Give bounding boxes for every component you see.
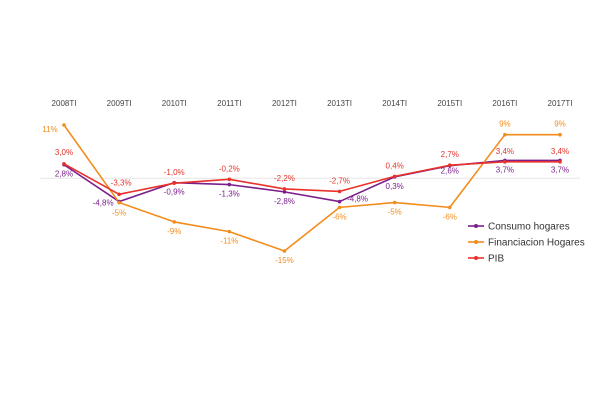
data-point-financiacion-hogares [447, 205, 452, 210]
x-tick-label: 2013TI [327, 99, 352, 108]
data-label-consumo-hogares: 0,3% [386, 182, 404, 191]
legend-marker-financiacion-hogares [474, 240, 478, 244]
data-point-pib [117, 192, 121, 197]
data-label-consumo-hogares: -4,8% [93, 199, 114, 208]
data-point-financiacion-hogares [337, 205, 342, 210]
series-line-pib [63, 161, 560, 196]
x-tick-label: 2010TI [162, 99, 187, 108]
data-label-financiacion-hogares: 9% [499, 120, 511, 129]
data-label-financiacion-hogares: -15% [275, 256, 294, 265]
data-label-pib: -3,3% [111, 178, 132, 187]
x-axis-ticks: 2008TI 2009TI 2010TI 2011TI 2012TI 2013TI 2014… [52, 99, 573, 108]
legend-marker-pib [474, 256, 478, 260]
data-point-financiacion-hogares [227, 229, 232, 234]
data-label-financiacion-hogares: -9% [167, 227, 181, 236]
data-label-pib: 3,0% [55, 148, 73, 157]
x-tick-label: 2011TI [217, 99, 241, 108]
x-tick-label: 2012TI [272, 99, 297, 108]
data-point-consumo-hogares [282, 190, 287, 194]
legend-label-pib: PIB [488, 254, 504, 265]
data-label-financiacion-hogares: -6% [332, 212, 346, 221]
data-label-financiacion-hogares: -5% [388, 208, 402, 217]
data-point-financiacion-hogares [282, 249, 287, 253]
data-label-pib: 0,4% [386, 161, 404, 170]
data-point-pib [62, 161, 66, 166]
data-point-pib [282, 187, 287, 191]
data-label-financiacion-hogares: -11% [220, 237, 238, 246]
data-label-consumo-hogares: 2,8% [55, 170, 73, 179]
x-tick-label: 2015TI [437, 99, 462, 108]
data-label-financiacion-hogares: -6% [443, 212, 457, 221]
data-point-financiacion-hogares [117, 200, 121, 205]
data-point-financiacion-hogares [62, 123, 66, 127]
legend-label-consumo-hogares: Consumo hogares [488, 222, 570, 233]
data-label-consumo-hogares: -4,8% [347, 195, 368, 204]
data-point-pib [558, 160, 562, 164]
data-label-pib: -0,2% [219, 164, 240, 173]
data-point-pib [227, 177, 232, 182]
data-label-financiacion-hogares: 9% [554, 120, 566, 129]
x-tick-label: 2016TI [492, 99, 517, 108]
data-label-pib: -1,0% [164, 168, 185, 177]
data-point-consumo-hogares [337, 199, 342, 204]
x-tick-label: 2008TI [52, 99, 77, 108]
data-labels: 2,8% -4,8% -0,9% -1,3% -2,8% -4,8% 0,3% 2,6% 3,7… [42, 120, 569, 265]
data-label-pib: 2,7% [441, 150, 459, 159]
data-label-consumo-hogares: -1,3% [219, 190, 240, 199]
data-label-consumo-hogares: 3,7% [551, 165, 569, 174]
data-point-pib [172, 181, 177, 185]
series-lines [63, 124, 560, 252]
data-point-financiacion-hogares [172, 220, 177, 224]
data-label-consumo-hogares: 3,7% [496, 165, 514, 174]
data-point-pib [503, 160, 507, 164]
data-point-financiacion-hogares [392, 200, 397, 205]
data-label-pib: 3,4% [496, 147, 514, 156]
series-points [62, 123, 562, 253]
legend-marker-consumo-hogares [474, 224, 478, 228]
x-tick-label: 2014TI [382, 99, 407, 108]
data-label-pib: -2,7% [329, 176, 350, 185]
series-line-consumo-hogares [63, 159, 560, 203]
data-point-pib [337, 189, 342, 194]
data-point-consumo-hogares [227, 182, 232, 187]
data-label-financiacion-hogares: 11% [42, 125, 57, 134]
x-tick-label: 2009TI [107, 99, 132, 108]
data-label-consumo-hogares: -2,8% [274, 197, 295, 206]
data-label-consumo-hogares: 2,6% [441, 167, 459, 176]
data-point-pib [392, 174, 397, 179]
legend-label-financiacion-hogares: Financiacion Hogares [488, 238, 585, 249]
data-label-consumo-hogares: -0,9% [164, 188, 185, 197]
data-point-pib [447, 163, 452, 168]
legend: Consumo hogares Financiacion Hogares PIB [468, 222, 585, 265]
data-point-financiacion-hogares [558, 132, 562, 137]
data-label-pib: -2,2% [274, 174, 295, 183]
data-label-pib: 3,4% [551, 147, 569, 156]
data-point-financiacion-hogares [503, 132, 507, 137]
x-tick-label: 2017TI [548, 99, 573, 108]
data-label-financiacion-hogares: -5% [112, 209, 126, 218]
series-line-financiacion-hogares [63, 124, 560, 252]
